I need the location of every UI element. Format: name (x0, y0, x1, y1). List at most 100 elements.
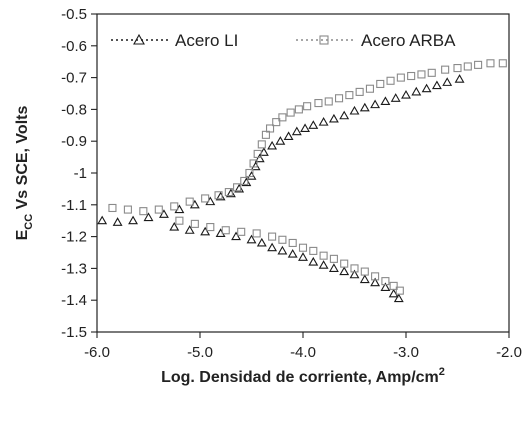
data-point-acero-arba (386, 76, 395, 85)
data-point-acero-li (128, 215, 138, 225)
legend-marker-triangle (133, 33, 145, 45)
data-point-acero-arba (249, 159, 258, 168)
data-point-acero-arba (272, 118, 281, 127)
data-point-acero-arba (407, 71, 416, 81)
data-point-acero-li (246, 171, 257, 180)
data-point-acero-arba (376, 79, 385, 89)
y-tick-label: -1.2 (61, 229, 87, 246)
data-point-acero-arba (365, 84, 375, 93)
data-point-acero-arba (253, 149, 262, 158)
data-point-acero-li (143, 212, 154, 222)
data-point-acero-arba (427, 68, 436, 77)
data-point-acero-arba (463, 62, 472, 71)
data-point-acero-arba (123, 205, 132, 214)
data-point-acero-li (370, 277, 381, 287)
data-point-acero-arba (257, 140, 266, 149)
data-point-acero-li (231, 231, 241, 241)
x-tick-label: -4.0 (290, 344, 316, 361)
legend-label-acero-arba: Acero ARBA (361, 31, 456, 50)
data-point-acero-arba (417, 70, 426, 79)
data-point-acero-li (370, 99, 381, 109)
data-point-acero-arba (288, 238, 297, 248)
data-point-acero-arba (350, 264, 359, 273)
data-point-acero-li (184, 225, 195, 234)
data-point-acero-arba (498, 59, 507, 68)
data-point-acero-li (401, 89, 411, 99)
y-axis-title: ECC Vs SCE, Volts (14, 106, 35, 241)
data-point-acero-li (393, 293, 404, 303)
data-point-acero-arba (175, 216, 184, 225)
data-point-acero-li (254, 153, 265, 163)
data-point-acero-li (298, 252, 308, 261)
data-point-acero-li (454, 74, 465, 83)
x-axis-title-superscript: 2 (439, 366, 445, 378)
data-point-acero-arba (261, 130, 270, 139)
data-point-acero-arba (395, 286, 404, 295)
data-point-acero-arba (185, 197, 194, 206)
data-point-acero-li (112, 217, 123, 226)
data-point-acero-li (97, 215, 108, 225)
data-point-acero-li (241, 177, 252, 187)
data-point-acero-arba (278, 235, 287, 244)
data-point-acero-li (359, 274, 370, 284)
data-point-acero-li (283, 131, 294, 140)
legend: Acero LI Acero ARBA (111, 31, 456, 50)
data-point-acero-arba (139, 207, 148, 216)
data-point-acero-li (318, 117, 329, 126)
data-point-acero-li (205, 196, 216, 206)
data-point-acero-li (308, 120, 319, 129)
data-point-acero-arba (237, 227, 246, 236)
data-point-acero-li (388, 288, 399, 298)
legend-marker-square (319, 35, 329, 45)
data-point-acero-li (328, 263, 339, 272)
data-point-acero-arba (298, 243, 308, 252)
data-point-acero-arba (108, 203, 117, 213)
data-point-acero-arba (170, 202, 179, 211)
data-point-acero-arba (371, 272, 380, 281)
data-point-acero-li (349, 105, 360, 115)
x-axis: -6.0 -5.0 -4.0 -3.0 -2.0 (84, 332, 522, 361)
data-point-acero-li (169, 221, 180, 231)
data-point-acero-li (256, 237, 267, 247)
data-point-acero-arba (214, 191, 223, 200)
y-axis-title-subscript: CC (23, 214, 35, 230)
data-point-acero-li (431, 80, 442, 90)
data-point-acero-arba (360, 267, 369, 276)
data-point-acero-arba (340, 259, 349, 268)
x-tick-label: -5.0 (187, 344, 213, 361)
data-point-acero-li (246, 234, 257, 244)
data-point-acero-arba (474, 60, 483, 69)
data-point-acero-arba (252, 229, 261, 238)
data-point-acero-li (308, 256, 319, 266)
y-tick-label: -1.4 (61, 292, 87, 309)
x-axis-title: Log. Densidad de corriente, Amp/cm2 (161, 366, 445, 386)
data-point-acero-li (200, 226, 211, 236)
data-point-acero-arba (221, 226, 230, 235)
data-point-acero-li (380, 96, 391, 105)
data-point-acero-li (267, 242, 278, 252)
legend-label-acero-li: Acero LI (175, 31, 238, 50)
y-tick-label: -1 (74, 165, 87, 182)
data-point-acero-li (225, 188, 236, 198)
data-point-acero-arba (453, 64, 462, 73)
data-point-acero-arba (265, 124, 275, 133)
data-point-acero-li (258, 147, 269, 156)
data-point-acero-arba (240, 176, 249, 185)
plot-area (96, 13, 510, 333)
data-point-acero-arba (329, 254, 338, 263)
y-tick-label: -0.8 (61, 101, 87, 118)
y-tick-label: -0.5 (61, 6, 87, 23)
data-point-acero-li (174, 204, 185, 214)
data-point-acero-li (275, 136, 286, 145)
data-point-acero-arba (309, 246, 318, 255)
x-tick-label: -2.0 (496, 344, 522, 361)
data-point-acero-li (234, 183, 245, 193)
data-point-acero-arba (355, 87, 364, 96)
data-point-acero-li (287, 248, 298, 258)
x-tick-label: -3.0 (393, 344, 419, 361)
data-point-acero-arba (396, 73, 405, 82)
data-point-acero-arba (324, 97, 333, 106)
y-axis-title-suffix: Vs SCE, Volts (14, 106, 31, 214)
data-point-acero-li (291, 126, 302, 136)
